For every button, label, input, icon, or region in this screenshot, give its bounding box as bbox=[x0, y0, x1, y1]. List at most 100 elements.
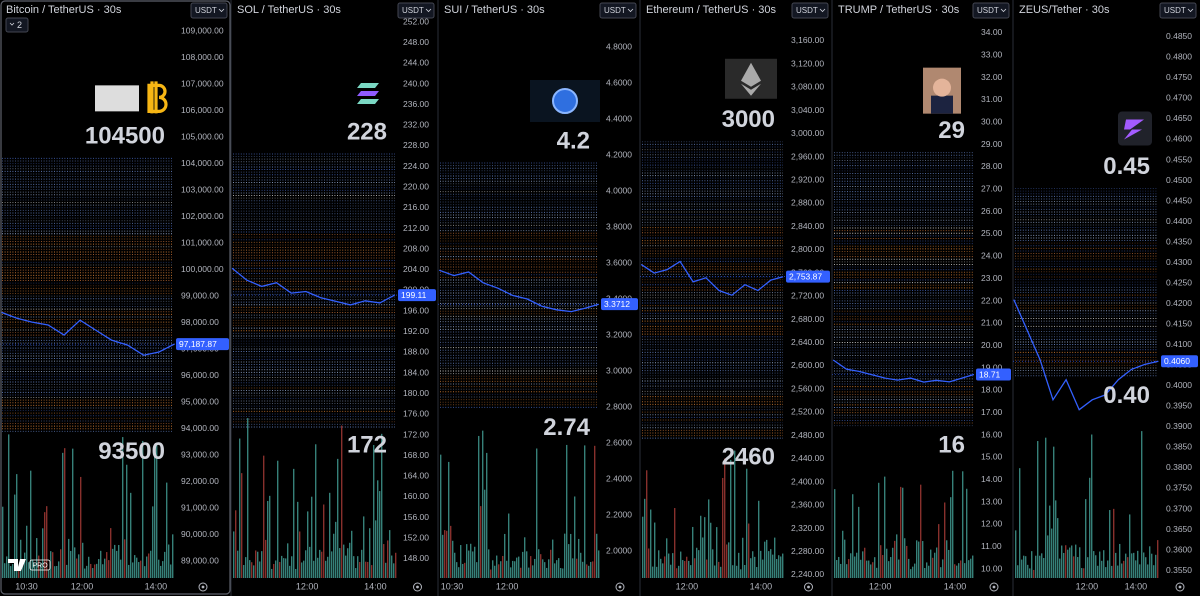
logo bbox=[95, 85, 139, 112]
settings-icon[interactable] bbox=[413, 582, 422, 592]
y-tick-label: 232.00 bbox=[403, 120, 429, 130]
volume-bar bbox=[464, 562, 466, 578]
volume-bar bbox=[664, 556, 666, 578]
volume-bar bbox=[251, 562, 253, 578]
currency-button[interactable] bbox=[397, 2, 435, 19]
y-tick-label: 0.4600 bbox=[1166, 134, 1192, 144]
y-tick-label: 2,440.00 bbox=[791, 453, 824, 463]
volume-bar bbox=[948, 549, 950, 578]
volume-bar bbox=[956, 565, 958, 578]
currency-button[interactable] bbox=[190, 2, 228, 19]
volume-bar bbox=[924, 568, 926, 578]
y-tick-label: 2,400.00 bbox=[791, 476, 824, 486]
currency-chevron bbox=[1187, 8, 1194, 13]
volume-bar bbox=[1065, 545, 1067, 578]
y-tick-label: 19.00 bbox=[981, 362, 1003, 372]
volume-bar bbox=[470, 543, 472, 578]
settings-icon[interactable] bbox=[615, 582, 625, 592]
y-tick-label: 0.3700 bbox=[1166, 503, 1192, 513]
volume-bar bbox=[164, 551, 166, 578]
volume-bar bbox=[708, 499, 710, 578]
volume-bar bbox=[740, 569, 742, 578]
volume-bar bbox=[130, 492, 132, 578]
volume-bar bbox=[444, 530, 446, 578]
layout-badge[interactable] bbox=[5, 17, 29, 33]
volume-bar bbox=[878, 482, 880, 578]
volume-bar bbox=[1047, 535, 1049, 578]
volume-bar bbox=[872, 562, 874, 578]
volume-bar bbox=[572, 558, 574, 578]
volume-bar bbox=[744, 564, 746, 578]
y-tick-label: 0.4100 bbox=[1166, 339, 1192, 349]
volume-bar bbox=[247, 418, 249, 578]
volume-bar bbox=[1015, 530, 1017, 578]
volume-bar bbox=[692, 526, 694, 578]
volume-bar bbox=[114, 544, 116, 578]
volume-bar bbox=[339, 548, 341, 578]
currency-button[interactable] bbox=[972, 2, 1010, 19]
volume-bar bbox=[750, 558, 752, 578]
chart-title: SUI / TetherUS · 30s bbox=[444, 4, 545, 16]
volume-bar bbox=[1149, 546, 1151, 578]
y-tick-label: 0.3800 bbox=[1166, 462, 1192, 472]
volume-bar bbox=[904, 538, 906, 578]
volume-bar bbox=[478, 435, 480, 578]
volume-bar bbox=[570, 533, 572, 578]
settings-icon[interactable] bbox=[989, 582, 999, 592]
y-tick-label: 0.4450 bbox=[1166, 195, 1192, 205]
volume-bar bbox=[678, 565, 680, 578]
currency-button[interactable] bbox=[599, 2, 637, 19]
volume-bar bbox=[840, 563, 842, 578]
volume-bar bbox=[580, 552, 582, 578]
x-tick-label: 14:00 bbox=[364, 581, 387, 591]
y-tick-label: 108,000.00 bbox=[181, 52, 224, 62]
volume-bar bbox=[900, 486, 902, 578]
y-tick-label: 90,000.00 bbox=[181, 529, 219, 539]
volume-bar bbox=[736, 565, 738, 578]
y-tick-label: 2,640.00 bbox=[791, 337, 824, 347]
volume-bar bbox=[876, 567, 878, 578]
volume-bar bbox=[353, 556, 355, 578]
volume-bar bbox=[379, 491, 381, 578]
y-tick-label: 2,800.00 bbox=[791, 244, 824, 254]
currency-button[interactable] bbox=[1159, 2, 1197, 19]
volume-bar bbox=[546, 567, 548, 578]
volume-bar bbox=[345, 555, 347, 578]
volume-bar bbox=[462, 563, 464, 578]
volume-bar bbox=[892, 547, 894, 578]
volume-bar bbox=[28, 562, 30, 578]
volume-bar bbox=[375, 520, 377, 578]
volume-bar bbox=[526, 551, 528, 578]
settings-icon[interactable] bbox=[804, 582, 813, 592]
volume-bar bbox=[1115, 552, 1117, 578]
settings-icon[interactable] bbox=[198, 582, 208, 592]
volume-bar bbox=[696, 547, 698, 578]
settings-icon[interactable] bbox=[1175, 582, 1185, 592]
volume-bar bbox=[1083, 568, 1085, 578]
y-tick-label: 2,520.00 bbox=[791, 407, 824, 417]
volume-bar bbox=[78, 554, 80, 578]
currency-button[interactable] bbox=[791, 2, 829, 19]
volume-bar bbox=[886, 548, 888, 578]
volume-bar bbox=[132, 562, 134, 578]
volume-bar bbox=[1113, 508, 1115, 578]
volume-bar bbox=[243, 565, 245, 578]
volume-bar bbox=[307, 511, 309, 578]
volume-bar bbox=[716, 527, 718, 578]
volume-bar bbox=[343, 544, 345, 578]
volume-bar bbox=[660, 558, 662, 578]
volume-bar bbox=[172, 534, 174, 578]
price-annotation: 3000 bbox=[722, 106, 775, 133]
x-tick-label: 12:00 bbox=[296, 581, 319, 591]
settings-icon-dot bbox=[201, 585, 205, 589]
volume-bar bbox=[688, 560, 690, 578]
volume-bar bbox=[1137, 550, 1139, 578]
y-tick-label: 252.00 bbox=[403, 16, 429, 26]
volume-bar bbox=[528, 567, 530, 578]
volume-bar bbox=[938, 524, 940, 578]
y-tick-label: 17.00 bbox=[981, 407, 1003, 417]
y-tick-label: 4.0000 bbox=[606, 185, 632, 195]
volume-bar bbox=[1091, 434, 1093, 578]
volume-bar bbox=[1041, 553, 1043, 578]
selected-panel-border[interactable] bbox=[0, 0, 231, 595]
